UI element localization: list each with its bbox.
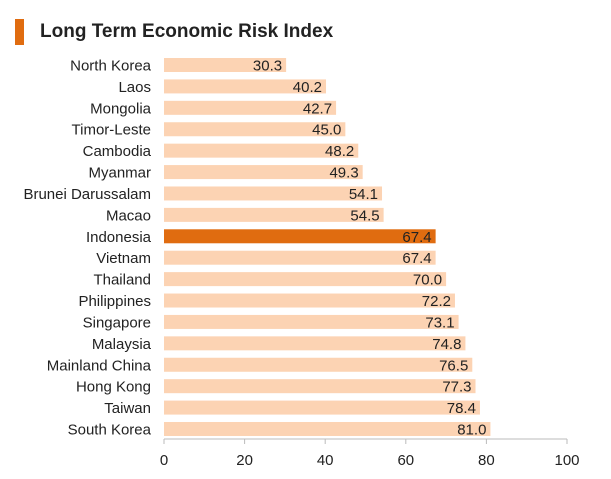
category-label-cambodia: Cambodia [83,143,152,160]
bar-mainland-china [164,357,473,372]
value-label-vietnam: 67.4 [402,250,431,267]
bar-myanmar [164,165,363,180]
value-label-cambodia: 48.2 [325,143,354,160]
x-tick-label-100: 100 [554,452,579,469]
value-label-brunei-darussalam: 54.1 [349,186,378,203]
category-label-malaysia: Malaysia [92,336,152,353]
bar-timor-leste [164,122,346,137]
category-label-vietnam: Vietnam [96,250,151,267]
category-label-laos: Laos [118,79,151,96]
category-label-indonesia: Indonesia [86,229,152,246]
bar-philippines [164,293,455,308]
value-label-thailand: 70.0 [413,272,442,289]
category-label-mainland-china: Mainland China [47,357,152,374]
value-labels: 30.3 40.2 42.7 45.0 48.2 49.3 54.1 54.5 67.4 67.4… [253,58,487,439]
bar-singapore [164,314,459,329]
value-label-indonesia: 67.4 [402,229,431,246]
bar-brunei-darussalam [164,186,383,201]
value-label-mainland-china: 76.5 [439,357,468,374]
value-label-hong-kong: 77.3 [442,379,471,396]
category-label-timor-leste: Timor-Leste [72,122,151,139]
value-label-south-korea: 81.0 [457,422,486,439]
bar-taiwan [164,400,480,415]
category-label-brunei-darussalam: Brunei Darussalam [23,186,151,203]
value-label-macao: 54.5 [350,207,379,224]
bar-vietnam [164,250,436,265]
bar-malaysia [164,336,466,351]
category-labels: North Korea Laos Mongolia Timor-Leste Cambod… [23,58,151,439]
bars-layer [164,58,491,436]
category-label-thailand: Thailand [93,272,151,289]
category-label-south-korea: South Korea [68,422,152,439]
category-label-taiwan: Taiwan [104,400,151,417]
bar-south-korea [164,422,491,436]
value-label-philippines: 72.2 [422,293,451,310]
value-label-timor-leste: 45.0 [312,122,341,139]
bar-cambodia [164,143,359,158]
bar-north-korea [164,58,287,72]
bar-mongolia [164,100,337,115]
value-label-singapore: 73.1 [425,314,454,331]
category-label-north-korea: North Korea [70,58,152,75]
category-label-hong-kong: Hong Kong [76,379,151,396]
x-tick-label-60: 60 [397,452,414,469]
category-label-myanmar: Myanmar [88,165,151,182]
x-axis: 0 20 40 60 80 100 [160,438,580,469]
value-label-taiwan: 78.4 [447,400,476,417]
value-label-laos: 40.2 [293,79,322,96]
x-tick-label-80: 80 [478,452,495,469]
value-label-malaysia: 74.8 [432,336,461,353]
bar-thailand [164,272,447,287]
bar-hong-kong [164,379,476,394]
category-label-singapore: Singapore [83,314,151,331]
title-accent-bar [15,19,24,45]
bar-indonesia [164,229,436,244]
category-label-macao: Macao [106,207,151,224]
category-label-philippines: Philippines [78,293,151,310]
x-tick-label-20: 20 [236,452,253,469]
category-label-mongolia: Mongolia [90,100,152,117]
bar-laos [164,79,327,94]
bar-macao [164,207,384,222]
chart-title: Long Term Economic Risk Index [40,21,334,42]
value-label-myanmar: 49.3 [329,165,358,182]
value-label-mongolia: 42.7 [303,100,332,117]
value-label-north-korea: 30.3 [253,58,282,75]
x-tick-label-40: 40 [317,452,334,469]
x-tick-label-0: 0 [160,452,168,469]
